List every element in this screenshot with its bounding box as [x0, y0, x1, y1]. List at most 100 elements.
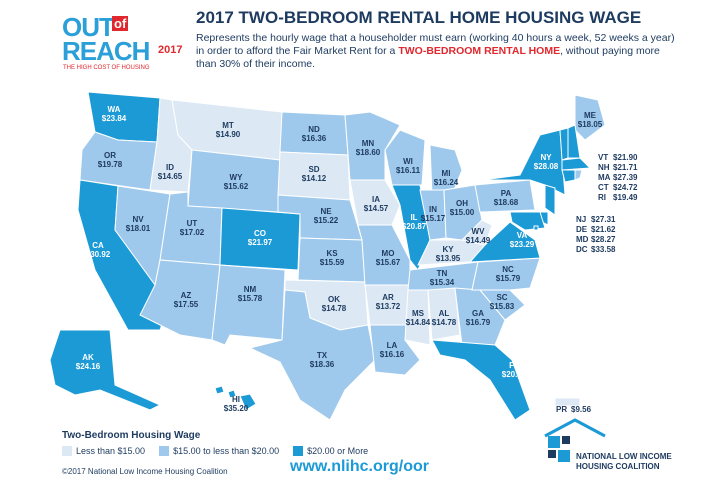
state-abbr: OH: [456, 199, 468, 208]
legend-label: $15.00 to less than $20.00: [173, 446, 280, 456]
state-wage: $14.78: [432, 318, 457, 327]
state-shape: [277, 151, 351, 201]
state-abbr: LA: [387, 341, 398, 350]
state-abbr: WI: [403, 157, 413, 166]
state-abbr: PA: [501, 189, 512, 198]
state-wage: $18.68: [494, 198, 519, 207]
state-shape: [349, 179, 401, 226]
state-shape: [279, 111, 349, 156]
state-wage: $15.17: [421, 214, 446, 223]
state-abbr: OK: [328, 295, 340, 304]
state-abbr: DC: [576, 245, 588, 254]
state-abbr: PR: [556, 405, 567, 414]
state-abbr: CT: [598, 183, 609, 192]
state-abbr: ND: [308, 125, 320, 134]
state-abbr: AZ: [181, 291, 192, 300]
state-shape: [49, 329, 162, 411]
state-wage: $14.90: [216, 130, 241, 139]
state-wage: $20.68: [502, 370, 527, 379]
legend-label: Less than $15.00: [76, 446, 146, 456]
state-wage: $23.84: [102, 114, 127, 123]
state-shape: [384, 129, 426, 186]
state-wage: $21.97: [248, 238, 273, 247]
legend: Less than $15.00 $15.00 to less than $20.…: [62, 446, 368, 456]
state-shape: [431, 339, 531, 421]
state-wage: $14.12: [302, 174, 327, 183]
state-abbr: UT: [187, 219, 198, 228]
state-shape: [139, 259, 221, 341]
state-wage: $27.31: [591, 215, 616, 224]
icon-square: [562, 436, 570, 444]
state-wage: $9.56: [571, 405, 592, 414]
logo-of: of: [112, 16, 129, 31]
state-wage: $30.92: [86, 250, 111, 259]
state-shape: [574, 169, 583, 181]
state-shape: [227, 389, 237, 399]
state-shape: [277, 194, 363, 241]
state-abbr: IA: [372, 195, 380, 204]
state-shape: [211, 264, 286, 346]
state-shape: [357, 224, 411, 286]
org-line: HOUSING COALITION: [576, 462, 660, 471]
state-shape: [419, 189, 447, 241]
state-abbr: SD: [308, 165, 319, 174]
state-wage: $16.16: [380, 350, 405, 359]
state-abbr: AR: [382, 293, 394, 302]
title: 2017 TWO-BEDROOM RENTAL HOME HOUSING WAG…: [196, 8, 642, 27]
state-wage: $14.78: [322, 304, 347, 313]
state-abbr: VA: [517, 231, 528, 240]
state-wage: $20.87: [402, 222, 427, 231]
state-abbr: RI: [598, 193, 606, 202]
org-name: NATIONAL LOW INCOME HOUSING COALITION: [576, 452, 672, 472]
state-shape: [561, 169, 576, 183]
copyright: ©2017 National Low Income Housing Coalit…: [62, 467, 228, 476]
state-shape: [407, 261, 479, 291]
state-wage: $21.62: [591, 225, 616, 234]
state-shape: [427, 287, 461, 341]
state-abbr: WA: [108, 105, 121, 114]
legend-label: $20.00 or More: [307, 446, 369, 456]
state-abbr: CO: [254, 229, 266, 238]
state-wage: $19.49: [613, 193, 638, 202]
subtitle-emphasis: TWO-BEDROOM RENTAL HOME: [398, 45, 561, 57]
icon-square: [558, 450, 570, 462]
legend-swatch: [293, 446, 304, 456]
state-shape: [297, 237, 366, 283]
icon-square: [548, 450, 556, 458]
state-wage: $15.59: [320, 258, 345, 267]
state-abbr: TX: [317, 351, 328, 360]
state-abbr: VT: [598, 153, 608, 162]
state-wage: $15.67: [376, 258, 401, 267]
state-abbr: IN: [429, 205, 437, 214]
state-wage: $15.83: [490, 302, 515, 311]
state-wage: $15.22: [314, 216, 339, 225]
org-line: NATIONAL LOW INCOME: [576, 452, 672, 461]
state-shape: [474, 179, 536, 213]
state-shape: [454, 287, 506, 346]
state-abbr: MO: [382, 249, 395, 258]
state-shape: [567, 124, 581, 159]
state-wage: $15.34: [430, 278, 455, 287]
state-shape: [159, 191, 223, 266]
url: www.nlihc.org/oor: [290, 458, 429, 475]
state-shape: [481, 129, 566, 196]
state-wage: $16.24: [434, 178, 459, 187]
state-shape: [369, 324, 421, 376]
state-shape: [559, 127, 569, 161]
state-wage: $24.16: [76, 362, 101, 371]
state-shape: [471, 257, 541, 291]
state-shape: [574, 94, 606, 141]
state-abbr: ME: [584, 111, 597, 120]
state-shape: [284, 279, 369, 331]
state-wage: $14.57: [364, 204, 389, 213]
state-wage: $14.65: [158, 172, 183, 181]
state-shape: [219, 207, 301, 271]
state-wage: $15.00: [450, 208, 475, 217]
state-wage: $14.49: [466, 236, 491, 245]
state-shape: [478, 289, 526, 321]
logo: OUT of REACH 2017 THE HIGH COST OF HOUSI…: [62, 12, 192, 72]
subtitle: Represents the hourly wage that a househ…: [196, 32, 676, 71]
state-abbr: OR: [104, 151, 116, 160]
state-wage: $15.62: [224, 182, 249, 191]
